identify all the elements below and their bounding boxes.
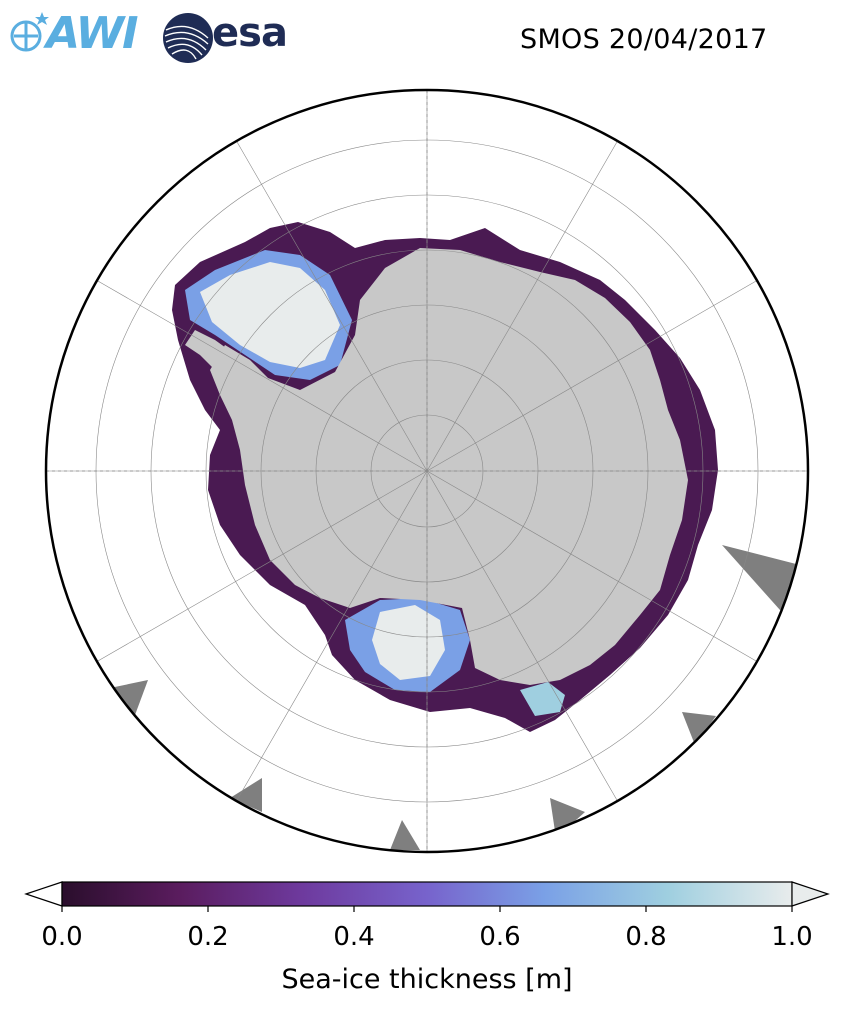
colorbar-gradient	[61, 881, 793, 907]
awi-logo-text: AWI	[46, 8, 139, 59]
colorbar-tick-marks	[61, 906, 793, 912]
esa-logo	[163, 13, 213, 63]
colorbar-tick-label: 0.4	[333, 922, 375, 952]
awi-logo	[10, 12, 49, 52]
graticule-meridians	[46, 90, 808, 852]
colorbar-tick-label: 1.0	[771, 922, 813, 952]
colorbar-tick-label: 0.8	[625, 922, 667, 952]
colorbar-tick-label: 0.6	[479, 922, 521, 952]
colorbar-extend-high	[791, 881, 830, 907]
map-title: SMOS 20/04/2017	[520, 24, 768, 55]
polar-map	[44, 88, 810, 854]
axis-lines	[46, 90, 808, 852]
map-border	[44, 88, 810, 854]
colorbar-tick-label: 0.2	[187, 922, 229, 952]
colorbar-label: Sea-ice thickness [m]	[281, 964, 573, 995]
colorbar-tick-label: 0.0	[41, 922, 83, 952]
colorbar-extend-low	[24, 881, 63, 907]
esa-logo-text: esa	[212, 10, 288, 56]
weddell-sea-ice-thick	[200, 262, 340, 368]
colorbar	[24, 881, 830, 912]
antarctic-peninsula	[185, 330, 262, 392]
antarctica-land	[210, 248, 688, 685]
